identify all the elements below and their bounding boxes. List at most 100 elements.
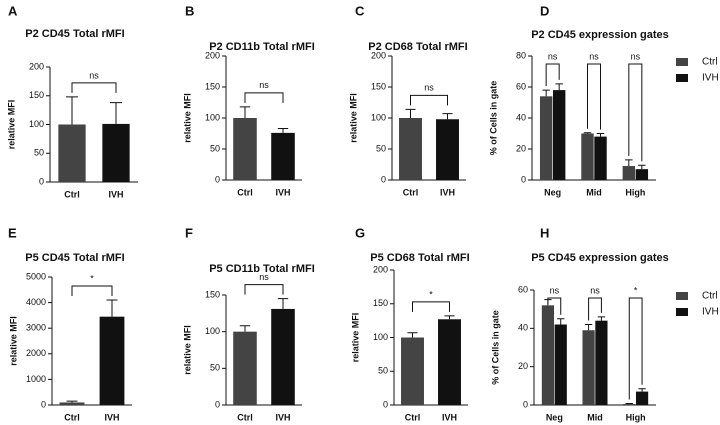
y-tick-label: 1000 bbox=[26, 374, 46, 384]
panel-title: P5 CD45 Total rMFI bbox=[25, 252, 124, 264]
error-bar bbox=[557, 318, 565, 325]
panel-title: P5 CD45 expression gates bbox=[531, 252, 669, 264]
x-tick-label: IVH bbox=[440, 187, 455, 197]
error-bar bbox=[405, 108, 416, 118]
error-bar bbox=[638, 164, 646, 170]
y-tick-label: 150 bbox=[205, 81, 220, 91]
error-bar bbox=[277, 128, 289, 133]
x-tick-label: Ctrl bbox=[64, 189, 80, 199]
bar bbox=[635, 391, 649, 405]
y-tick-label: 100 bbox=[205, 112, 220, 122]
bar bbox=[401, 337, 424, 405]
x-tick-label: Neg bbox=[546, 412, 563, 422]
error-bar bbox=[583, 132, 592, 134]
significance-bracket bbox=[588, 297, 602, 321]
significance-label: ns bbox=[424, 83, 434, 93]
panel-letter: C bbox=[355, 3, 365, 18]
y-tick-label: 150 bbox=[205, 289, 220, 299]
x-tick-label: IVH bbox=[108, 189, 123, 199]
significance-label: * bbox=[90, 273, 94, 283]
legend-label: IVH bbox=[702, 307, 719, 318]
y-tick-label: 0 bbox=[215, 174, 220, 184]
significance-bracket bbox=[628, 297, 643, 400]
bar bbox=[594, 136, 607, 180]
bar bbox=[554, 324, 567, 405]
bar bbox=[552, 90, 566, 180]
legend-swatch bbox=[676, 58, 688, 66]
bar bbox=[581, 133, 594, 180]
y-tick-label: 150 bbox=[373, 298, 388, 308]
significance-bracket bbox=[412, 301, 450, 312]
y-tick-label: 100 bbox=[371, 112, 386, 122]
bar bbox=[102, 123, 130, 182]
panel-letter: A bbox=[8, 3, 18, 18]
significance-bracket bbox=[71, 285, 113, 297]
x-tick-label: Mid bbox=[586, 187, 602, 197]
y-tick-label: 80 bbox=[516, 50, 526, 60]
y-tick-label: 50 bbox=[378, 366, 388, 376]
legend-label: Ctrl bbox=[702, 57, 718, 68]
y-tick-label: 150 bbox=[371, 81, 386, 91]
panel-letter: E bbox=[8, 225, 17, 240]
x-tick-label: IVH bbox=[275, 412, 290, 422]
y-tick-label: 4000 bbox=[26, 297, 46, 307]
x-tick-label: Ctrl bbox=[237, 412, 253, 422]
significance-bracket bbox=[244, 284, 284, 295]
y-tick-label: 5000 bbox=[26, 271, 46, 281]
significance-label: ns bbox=[259, 80, 269, 90]
y-tick-label: 200 bbox=[373, 264, 388, 274]
x-tick-label: IVH bbox=[104, 412, 119, 422]
error-bar bbox=[239, 106, 251, 118]
bar bbox=[622, 166, 636, 180]
bar bbox=[271, 132, 295, 180]
y-tick-label: 20 bbox=[518, 361, 528, 371]
y-axis-label: relative MFI bbox=[350, 313, 360, 363]
y-tick-label: 50 bbox=[34, 148, 44, 158]
panel-letter: F bbox=[185, 225, 193, 240]
y-axis-label: relative MFI bbox=[348, 93, 358, 143]
y-tick-label: 50 bbox=[210, 143, 220, 153]
bar bbox=[99, 316, 125, 405]
error-bar bbox=[239, 325, 251, 332]
y-tick-label: 20 bbox=[516, 143, 526, 153]
x-tick-label: Mid bbox=[587, 412, 603, 422]
significance-bracket bbox=[545, 63, 560, 87]
panel-title: P2 CD68 Total rMFI bbox=[368, 41, 467, 53]
significance-bracket bbox=[547, 297, 562, 315]
y-axis-label: relative MFI bbox=[6, 100, 16, 150]
error-bar bbox=[638, 388, 646, 392]
y-axis-label: relative MFI bbox=[182, 325, 192, 375]
error-bar bbox=[584, 324, 593, 331]
significance-bracket bbox=[410, 94, 448, 106]
bar bbox=[58, 124, 86, 182]
error-bar bbox=[277, 298, 289, 309]
significance-label: * bbox=[429, 289, 433, 299]
legend-swatch bbox=[676, 74, 688, 82]
y-tick-label: 100 bbox=[205, 326, 220, 336]
significance-bracket bbox=[71, 82, 117, 93]
bar bbox=[539, 96, 553, 180]
y-tick-label: 0 bbox=[215, 399, 220, 409]
error-bar bbox=[625, 159, 633, 167]
y-tick-label: 40 bbox=[518, 323, 528, 333]
bar bbox=[233, 331, 257, 405]
panel-title: P2 CD11b Total rMFI bbox=[209, 41, 315, 53]
error-bar bbox=[625, 402, 633, 405]
y-tick-label: 0 bbox=[521, 174, 526, 184]
y-tick-label: 0 bbox=[381, 174, 386, 184]
y-tick-label: 200 bbox=[371, 50, 386, 60]
panel-title: P5 CD68 Total rMFI bbox=[370, 252, 469, 264]
x-tick-label: Ctrl bbox=[64, 412, 80, 422]
y-tick-label: 2000 bbox=[26, 348, 46, 358]
x-tick-label: High bbox=[625, 187, 645, 197]
significance-label: ns bbox=[259, 272, 269, 282]
y-axis-label: % of Cells in gate bbox=[490, 310, 500, 385]
significance-label: ns bbox=[550, 285, 560, 295]
error-bar bbox=[65, 96, 79, 125]
error-bar bbox=[109, 102, 123, 124]
y-tick-label: 3000 bbox=[26, 323, 46, 333]
bar bbox=[582, 330, 595, 405]
error-bar bbox=[444, 315, 455, 320]
error-bar bbox=[407, 332, 418, 338]
bar bbox=[595, 320, 608, 405]
